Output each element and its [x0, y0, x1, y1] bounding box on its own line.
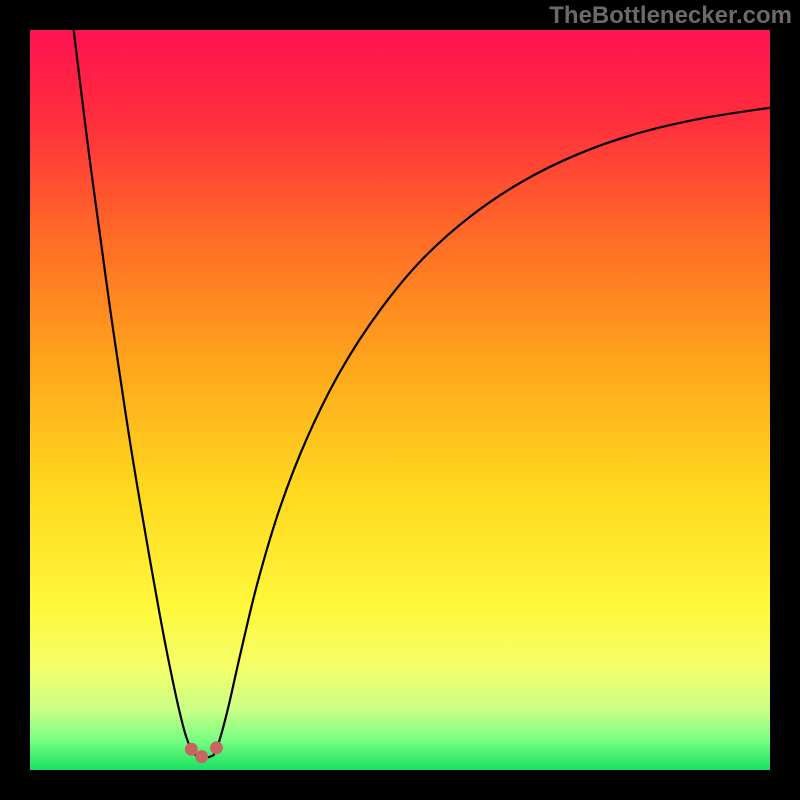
valley-right-marker: [210, 741, 223, 754]
plot-area: [30, 30, 770, 770]
chart-frame: TheBottlenecker.com: [0, 0, 800, 800]
valley-markers: [30, 30, 770, 770]
watermark-text: TheBottlenecker.com: [549, 2, 792, 30]
valley-mid-marker: [195, 750, 208, 763]
